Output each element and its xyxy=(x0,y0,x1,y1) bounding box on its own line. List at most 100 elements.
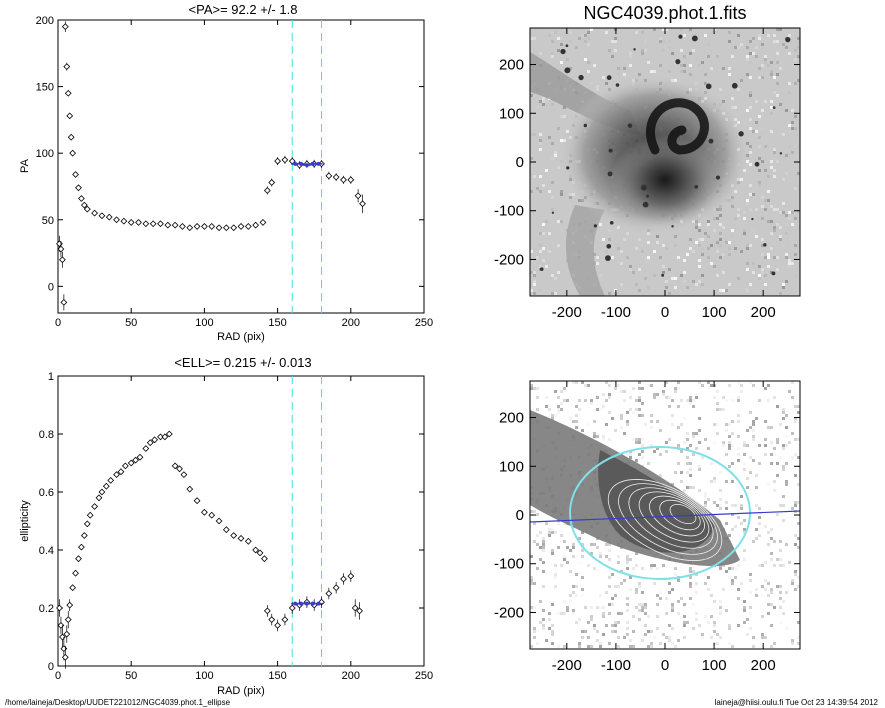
noise-pixel xyxy=(563,612,566,615)
noise-pixel xyxy=(608,49,611,52)
noise-pixel xyxy=(719,507,722,510)
noise-pixel xyxy=(770,591,773,594)
noise-pixel xyxy=(782,109,785,112)
noise-pixel xyxy=(569,549,572,552)
noise-pixel xyxy=(635,441,638,444)
star-knot xyxy=(656,171,661,175)
isophote xyxy=(618,483,718,555)
noise-pixel xyxy=(731,528,734,531)
noise-pixel xyxy=(728,40,731,43)
data-point xyxy=(57,622,65,629)
noise-pixel xyxy=(779,597,782,600)
data-point xyxy=(78,543,85,551)
noise-pixel xyxy=(788,145,791,148)
noise-pixel xyxy=(641,567,644,570)
noise-pixel xyxy=(653,636,656,639)
noise-pixel xyxy=(761,205,764,208)
noise-pixel xyxy=(737,453,740,456)
noise-pixel xyxy=(548,190,551,193)
noise-pixel xyxy=(659,597,662,600)
data-point xyxy=(274,622,281,629)
noise-pixel xyxy=(788,265,791,268)
noise-pixel xyxy=(773,453,776,456)
noise-pixel xyxy=(773,606,776,609)
noise-pixel xyxy=(752,636,755,639)
noise-pixel xyxy=(743,549,746,552)
noise-pixel xyxy=(752,52,755,55)
noise-pixel xyxy=(782,244,785,247)
noise-pixel xyxy=(560,37,563,40)
noise-pixel xyxy=(791,642,794,645)
noise-pixel xyxy=(770,271,773,274)
noise-pixel xyxy=(746,58,749,61)
noise-pixel xyxy=(728,384,731,387)
star-knot xyxy=(583,123,588,128)
ell-fit-points xyxy=(291,601,323,606)
noise-pixel xyxy=(542,543,545,546)
noise-pixel xyxy=(650,426,653,429)
noise-pixel xyxy=(737,381,740,384)
noise-pixel xyxy=(536,396,539,399)
noise-pixel xyxy=(569,594,572,597)
noise-pixel xyxy=(593,567,596,570)
noise-pixel xyxy=(761,64,764,67)
noise-pixel xyxy=(770,100,773,103)
noise-pixel xyxy=(797,483,800,486)
noise-pixel xyxy=(719,600,722,603)
x-tick-label: 100 xyxy=(195,670,213,682)
noise-pixel xyxy=(773,229,776,232)
noise-pixel xyxy=(530,172,533,175)
noise-pixel xyxy=(764,58,767,61)
noise-pixel xyxy=(551,531,554,534)
noise-pixel xyxy=(614,37,617,40)
noise-pixel xyxy=(620,262,623,265)
noise-pixel xyxy=(695,447,698,450)
noise-pixel xyxy=(608,229,611,232)
noise-pixel xyxy=(746,55,749,58)
footer-path: /home/laineja/Desktop/UUDET221012/NGC403… xyxy=(5,698,231,707)
noise-pixel xyxy=(626,627,629,630)
noise-pixel xyxy=(749,163,752,166)
noise-pixel xyxy=(599,552,602,555)
noise-pixel xyxy=(575,573,578,576)
data-point xyxy=(67,133,75,141)
noise-pixel xyxy=(683,271,686,274)
noise-pixel xyxy=(791,151,794,154)
noise-pixel xyxy=(791,507,794,510)
noise-pixel xyxy=(761,76,764,79)
noise-pixel xyxy=(746,477,749,480)
noise-pixel xyxy=(794,504,797,507)
noise-pixel xyxy=(746,262,749,265)
noise-pixel xyxy=(617,67,620,70)
noise-pixel xyxy=(758,399,761,402)
noise-pixel xyxy=(689,486,692,489)
noise-pixel xyxy=(608,549,611,552)
noise-pixel xyxy=(758,37,761,40)
noise-pixel xyxy=(560,612,563,615)
noise-pixel xyxy=(581,576,584,579)
noise-pixel xyxy=(530,37,533,40)
x-tick-label: 150 xyxy=(268,317,286,329)
noise-pixel xyxy=(614,49,617,52)
noise-pixel xyxy=(623,636,626,639)
star-knot xyxy=(731,82,738,89)
noise-pixel xyxy=(755,474,758,477)
noise-pixel xyxy=(644,603,647,606)
noise-pixel xyxy=(539,250,542,253)
noise-pixel xyxy=(620,612,623,615)
noise-pixel xyxy=(767,612,770,615)
noise-pixel xyxy=(560,220,563,223)
data-point xyxy=(208,223,216,230)
noise-pixel xyxy=(671,423,674,426)
star-knot xyxy=(551,211,555,214)
noise-pixel xyxy=(746,247,749,250)
noise-pixel xyxy=(707,235,710,238)
noise-pixel xyxy=(698,280,701,283)
noise-pixel xyxy=(680,399,683,402)
x-tick-label: 0 xyxy=(55,670,61,682)
pa-data-points xyxy=(56,21,366,311)
data-point xyxy=(256,549,264,557)
noise-pixel xyxy=(707,498,710,501)
